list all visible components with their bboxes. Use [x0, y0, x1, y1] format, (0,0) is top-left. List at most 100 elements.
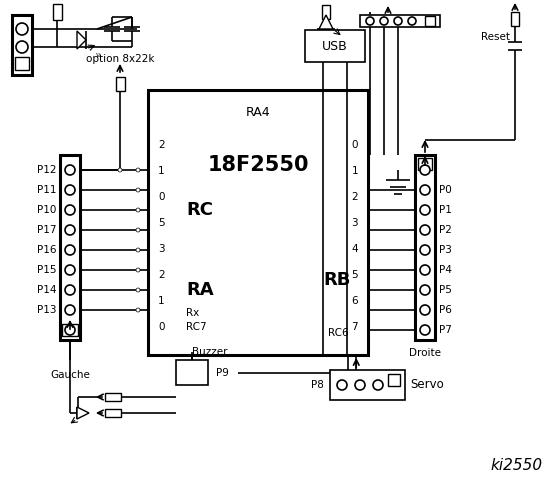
Text: 0: 0	[352, 140, 358, 150]
Bar	[360, 15, 440, 27]
Circle shape	[136, 308, 140, 312]
Circle shape	[65, 265, 75, 275]
Text: USB: USB	[322, 39, 348, 52]
Circle shape	[337, 380, 347, 390]
Text: P13: P13	[36, 305, 56, 315]
Circle shape	[394, 17, 402, 25]
Bar	[415, 155, 435, 340]
Text: 18F2550: 18F2550	[207, 155, 309, 175]
Text: 1: 1	[158, 296, 165, 306]
Text: Buzzer: Buzzer	[192, 347, 227, 357]
Circle shape	[136, 268, 140, 272]
Text: RC: RC	[186, 201, 213, 219]
Circle shape	[420, 185, 430, 195]
Bar	[62, 324, 78, 336]
Circle shape	[16, 41, 28, 53]
Circle shape	[65, 305, 75, 315]
Text: P9: P9	[216, 368, 229, 377]
Text: P0: P0	[439, 185, 452, 195]
Circle shape	[65, 185, 75, 195]
Text: 3: 3	[351, 218, 358, 228]
Text: 5: 5	[158, 218, 165, 228]
Polygon shape	[319, 15, 333, 29]
Text: 0: 0	[158, 192, 164, 202]
Circle shape	[136, 208, 140, 212]
Polygon shape	[77, 31, 86, 49]
Bar	[176, 360, 208, 385]
Text: P7: P7	[439, 325, 452, 335]
Text: P8: P8	[311, 380, 324, 390]
Text: Droite: Droite	[409, 348, 441, 358]
Text: RA: RA	[186, 281, 213, 299]
Text: P3: P3	[439, 245, 452, 255]
Circle shape	[420, 165, 430, 175]
Text: 2: 2	[158, 270, 165, 280]
Text: 1: 1	[351, 166, 358, 176]
Circle shape	[136, 168, 140, 172]
Circle shape	[65, 245, 75, 255]
Circle shape	[420, 245, 430, 255]
Bar	[322, 5, 330, 19]
Circle shape	[366, 17, 374, 25]
Circle shape	[118, 168, 122, 172]
Text: RA4: RA4	[246, 106, 270, 119]
Bar	[60, 155, 80, 340]
Text: Gauche: Gauche	[50, 370, 90, 380]
Circle shape	[65, 225, 75, 235]
Circle shape	[420, 205, 430, 215]
Text: P6: P6	[439, 305, 452, 315]
Bar	[105, 409, 121, 417]
Bar	[305, 30, 365, 62]
Text: Reset: Reset	[481, 32, 510, 42]
Circle shape	[136, 288, 140, 292]
Circle shape	[408, 17, 416, 25]
Circle shape	[65, 285, 75, 295]
Circle shape	[136, 188, 140, 192]
Text: RC7: RC7	[186, 322, 207, 332]
Bar	[15, 57, 29, 70]
Text: P11: P11	[36, 185, 56, 195]
Circle shape	[16, 23, 28, 35]
Circle shape	[65, 165, 75, 175]
Circle shape	[420, 265, 430, 275]
Text: 3: 3	[158, 244, 165, 254]
Text: Servo: Servo	[410, 379, 444, 392]
Circle shape	[420, 325, 430, 335]
Text: 1: 1	[158, 166, 165, 176]
Bar	[388, 374, 400, 386]
Text: 6: 6	[351, 296, 358, 306]
Text: 0: 0	[158, 322, 164, 332]
Circle shape	[355, 380, 365, 390]
Circle shape	[420, 285, 430, 295]
Text: ki2550: ki2550	[491, 457, 543, 472]
Text: RC6: RC6	[328, 328, 348, 338]
Circle shape	[65, 325, 75, 335]
Text: P5: P5	[439, 285, 452, 295]
Text: ν: ν	[96, 52, 100, 58]
Text: 2: 2	[351, 192, 358, 202]
Text: 5: 5	[351, 270, 358, 280]
Text: RB: RB	[323, 271, 351, 289]
Circle shape	[380, 17, 388, 25]
Bar	[12, 15, 32, 75]
Bar	[418, 158, 432, 170]
Bar	[511, 12, 519, 26]
Text: P1: P1	[439, 205, 452, 215]
Bar	[148, 90, 368, 355]
Text: P12: P12	[36, 165, 56, 175]
Text: P14: P14	[36, 285, 56, 295]
Text: Rx: Rx	[186, 308, 199, 318]
Text: P10: P10	[36, 205, 56, 215]
Text: 7: 7	[351, 322, 358, 332]
Bar	[105, 393, 121, 401]
Text: option 8x22k: option 8x22k	[86, 54, 154, 64]
Text: P4: P4	[439, 265, 452, 275]
Text: P16: P16	[36, 245, 56, 255]
Text: P15: P15	[36, 265, 56, 275]
Text: 4: 4	[351, 244, 358, 254]
Circle shape	[136, 228, 140, 232]
Circle shape	[373, 380, 383, 390]
Text: P2: P2	[439, 225, 452, 235]
Circle shape	[65, 205, 75, 215]
Circle shape	[420, 225, 430, 235]
